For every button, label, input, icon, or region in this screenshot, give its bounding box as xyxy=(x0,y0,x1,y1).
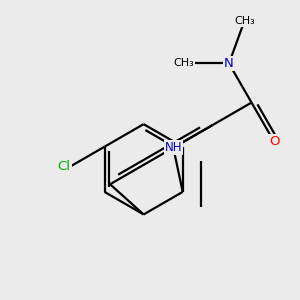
Text: N: N xyxy=(224,57,234,70)
Text: Cl: Cl xyxy=(58,160,70,173)
Text: CH₃: CH₃ xyxy=(234,16,255,26)
Text: NH: NH xyxy=(165,141,182,154)
Text: CH₃: CH₃ xyxy=(173,58,194,68)
Text: O: O xyxy=(269,135,279,148)
